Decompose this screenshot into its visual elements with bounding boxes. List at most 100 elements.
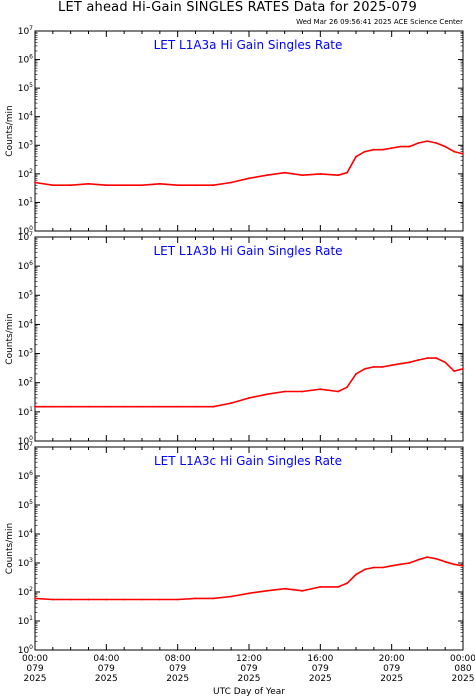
data-point [355,155,357,158]
data-point [230,595,233,598]
data-point [301,174,304,177]
x-tick-label: 08:00 [165,654,191,664]
data-point [141,405,143,408]
y-tick-label: 103 [18,139,33,151]
data-point [462,564,464,567]
data-point [408,145,411,148]
data-point [372,365,375,368]
y-tick-label: 102 [18,586,33,598]
plot-frame [34,236,464,442]
data-point [123,184,126,187]
x-tick-label: 00:00 [22,654,48,664]
x-tick-label: 2025 [166,674,189,684]
x-tick-label: 2025 [238,674,261,684]
data-point [212,405,215,408]
data-point [230,181,233,184]
page-title: LET ahead Hi-Gain SINGLES RATES Data for… [58,0,417,15]
data-point [417,142,420,144]
data-point [265,589,268,592]
data-point [194,184,197,187]
data-point [69,184,72,187]
data-point [417,558,420,561]
data-point [435,557,438,560]
x-tick-label: 2025 [452,674,475,684]
data-point [51,598,54,601]
y-tick-label: 106 [18,54,33,66]
y-tick-label: 101 [18,196,33,208]
data-point [265,393,268,396]
data-point [141,184,143,187]
data-point [462,152,464,155]
data-point [399,563,402,566]
data-point [381,148,384,151]
panel-title: LET L1A3c Hi Gain Singles Rate [154,454,342,468]
x-tick-label: 079 [240,664,257,674]
data-point [123,598,126,601]
data-point [337,174,340,177]
data-point [337,390,340,393]
data-point [69,598,72,601]
data-point [87,598,90,601]
y-tick-label: 102 [18,168,33,180]
y-tick-label: 104 [18,528,33,540]
plot-frame [34,446,464,651]
data-point [453,563,455,566]
data-point [355,373,357,375]
data-point [390,364,393,367]
data-point [426,357,429,359]
y-tick-label: 101 [18,406,33,418]
data-point [105,598,108,601]
data-point [212,597,215,600]
series-line [35,357,464,408]
data-point [51,184,54,187]
data-point [87,405,90,408]
data-point [444,361,447,364]
data-point [105,405,108,408]
data-point [34,405,36,408]
data-point [399,362,402,365]
data-point [194,597,197,600]
data-point [346,582,348,585]
data-point [212,184,215,187]
y-tick-label: 103 [18,348,33,360]
data-point [408,361,411,364]
data-point [364,150,366,153]
y-tick-label: 104 [18,318,33,330]
data-point [69,405,72,408]
data-point [337,585,340,588]
x-tick-label: 079 [169,664,186,674]
data-point [158,598,161,601]
series-line [34,556,464,601]
y-tick-label: 105 [18,289,33,301]
data-point [319,172,322,175]
data-point [364,367,366,370]
data-point [176,405,179,408]
data-point [248,397,250,399]
panel-title: LET L1A3b Hi Gain Singles Rate [153,244,342,258]
data-point [34,181,36,184]
data-point [435,357,438,359]
x-tick-label: 12:00 [236,654,262,664]
data-point [462,367,464,370]
data-point [283,390,286,393]
y-axis-label: Counts/min [5,105,15,156]
data-point [319,388,322,391]
data-point [301,390,304,393]
data-point [453,150,455,153]
data-point [426,140,429,143]
data-point [372,148,375,151]
data-point [248,592,250,595]
data-point [390,147,393,149]
x-tick-label: 00:00 [450,654,475,664]
data-point [390,564,393,567]
y-tick-label: 105 [18,499,33,511]
y-tick-label: 107 [18,441,33,453]
x-tick-label: 079 [312,664,329,674]
x-tick-label: 04:00 [93,654,119,664]
data-point [283,587,286,590]
data-point [265,174,268,177]
